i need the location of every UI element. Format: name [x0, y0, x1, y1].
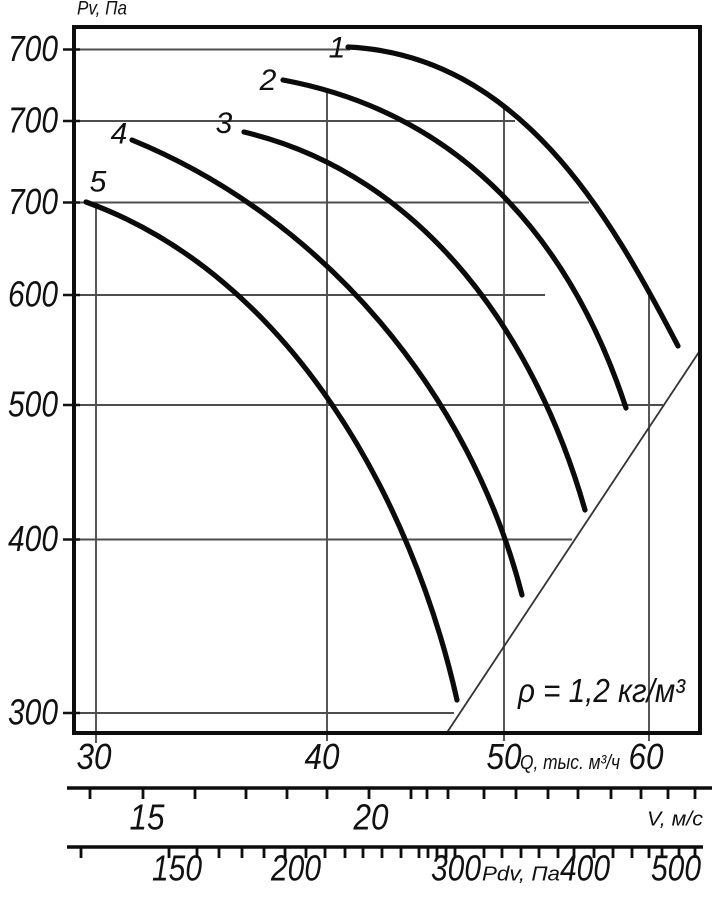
svg-text:4: 4 [111, 118, 128, 151]
svg-text:15: 15 [130, 797, 166, 838]
svg-text:700: 700 [8, 28, 58, 69]
svg-text:Pdv, Па: Pdv, Па [482, 864, 560, 886]
svg-text:600: 600 [8, 274, 58, 315]
svg-text:400: 400 [8, 518, 58, 559]
svg-text:700: 700 [8, 181, 58, 222]
svg-text:60: 60 [629, 736, 664, 777]
svg-text:5: 5 [90, 166, 107, 199]
svg-text:Pv, Па: Pv, Па [77, 0, 127, 20]
svg-text:300: 300 [8, 692, 58, 733]
svg-text:1: 1 [329, 32, 346, 65]
svg-text:2: 2 [259, 64, 277, 97]
svg-text:500: 500 [8, 384, 58, 425]
svg-text:V, м/с: V, м/с [647, 809, 703, 831]
svg-text:700: 700 [8, 100, 58, 141]
svg-text:200: 200 [270, 848, 321, 889]
svg-text:40: 40 [305, 736, 340, 777]
svg-text:300: 300 [431, 848, 481, 889]
svg-text:150: 150 [152, 848, 202, 889]
svg-text:ρ = 1,2 кг/м³: ρ = 1,2 кг/м³ [517, 672, 686, 709]
svg-text:Q, тыс. м³/ч: Q, тыс. м³/ч [520, 752, 620, 774]
svg-text:30: 30 [77, 736, 112, 777]
svg-text:400: 400 [560, 848, 610, 889]
svg-text:20: 20 [353, 797, 389, 838]
svg-text:50: 50 [487, 736, 522, 777]
svg-text:3: 3 [216, 107, 233, 140]
svg-text:500: 500 [651, 848, 701, 889]
